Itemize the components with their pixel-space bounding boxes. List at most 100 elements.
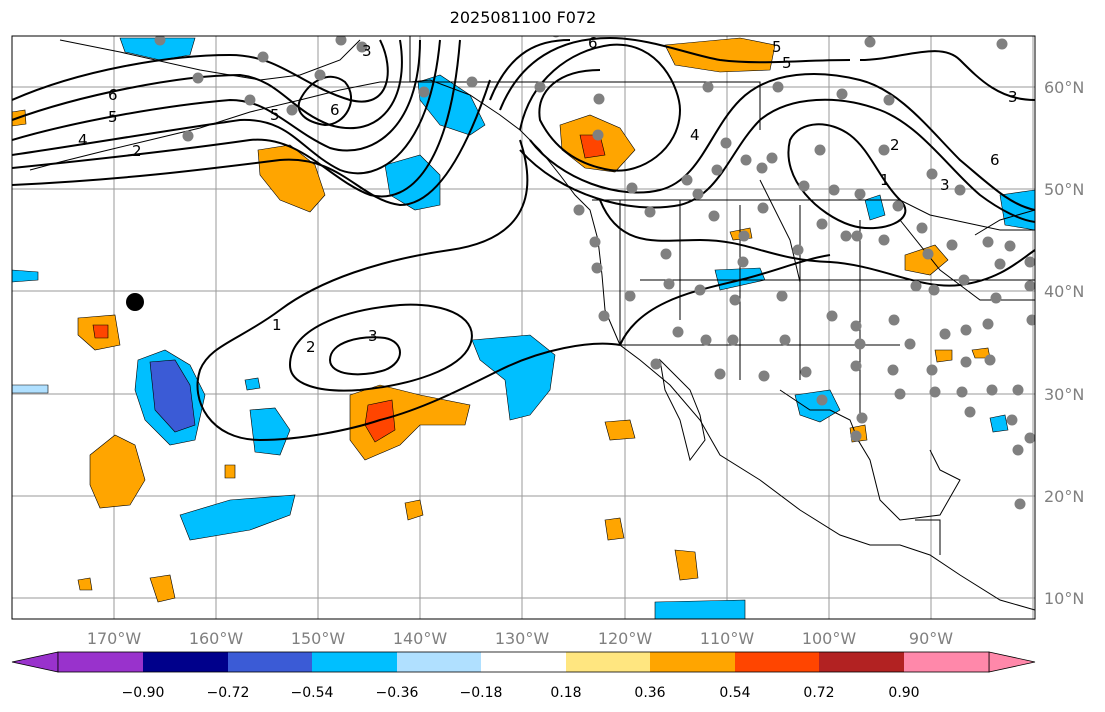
colorbar-bin	[58, 652, 143, 672]
station-marker	[960, 356, 972, 368]
colorbar-bin	[312, 652, 397, 672]
station-marker	[1004, 240, 1016, 252]
station-marker	[990, 292, 1002, 304]
station-marker	[1012, 384, 1024, 396]
colorbar-bin	[397, 652, 481, 672]
station-marker	[766, 152, 778, 164]
station-marker	[182, 130, 194, 142]
colorbar-tick-label: 0.18	[550, 685, 581, 701]
lat-label: 60°N	[1044, 78, 1084, 97]
station-marker	[740, 154, 752, 166]
colorbar-bin	[143, 652, 228, 672]
lon-label: 160°W	[189, 629, 244, 648]
lon-label: 100°W	[802, 629, 857, 648]
colorbar	[11, 651, 1036, 673]
contour-label: 5	[270, 106, 280, 124]
station-marker	[772, 81, 784, 93]
station-marker	[714, 368, 726, 380]
station-marker	[1024, 280, 1035, 292]
station-marker	[711, 164, 723, 176]
station-marker	[996, 38, 1008, 50]
station-marker	[922, 248, 934, 260]
contour-label: 2	[306, 338, 316, 356]
contour-label: 4	[78, 131, 88, 149]
colorbar-bin	[735, 652, 819, 672]
station-marker	[888, 314, 900, 326]
station-marker	[573, 204, 585, 216]
station-marker	[727, 334, 739, 346]
station-marker	[828, 184, 840, 196]
station-marker	[598, 310, 610, 322]
contour-label: 6	[990, 151, 1000, 169]
station-marker	[314, 69, 326, 81]
contour-labels: 6 5 4 2 3 6 5 6 5 4 3 2 1 6 5 3 1 2 3	[78, 34, 1018, 356]
lon-label: 120°W	[598, 629, 653, 648]
station-marker	[356, 41, 368, 53]
station-marker	[694, 284, 706, 296]
colorbar-tick-label: −0.72	[207, 685, 250, 701]
station-marker	[692, 188, 704, 200]
colorbar-tick-label: −0.54	[291, 685, 334, 701]
contour-label: 2	[890, 136, 900, 154]
station-marker	[154, 36, 166, 46]
station-marker	[816, 394, 828, 406]
station-marker	[928, 284, 940, 296]
station-marker	[994, 258, 1006, 270]
station-marker	[592, 129, 604, 141]
colorbar-ticks: −0.90 −0.72 −0.54 −0.36 −0.18 0.18 0.36 …	[122, 685, 920, 701]
station-marker	[244, 94, 256, 106]
station-marker	[960, 324, 972, 336]
colorbar-tick-label: −0.36	[376, 685, 419, 701]
contour-label: 6	[330, 101, 340, 119]
station-marker	[700, 334, 712, 346]
station-marker	[626, 182, 638, 194]
station-marker	[800, 366, 812, 378]
latitude-labels: 60°N 50°N 40°N 30°N 20°N 10°N	[1044, 78, 1084, 608]
station-marker	[984, 354, 996, 366]
station-marker	[878, 234, 890, 246]
colorbar-bin	[481, 652, 566, 672]
station-marker	[589, 236, 601, 248]
contour-label: 5	[108, 108, 118, 126]
contour-label: 5	[772, 38, 782, 56]
contour-label: 6	[588, 34, 598, 52]
station-marker	[737, 256, 749, 268]
station-marker	[591, 262, 603, 274]
contour-label: 6	[108, 86, 118, 104]
contour-label: 3	[1008, 88, 1018, 106]
station-marker	[702, 81, 714, 93]
station-marker	[854, 188, 866, 200]
lon-label: 170°W	[87, 629, 142, 648]
station-marker	[672, 326, 684, 338]
station-marker	[1006, 414, 1018, 426]
colorbar-bin	[819, 652, 904, 672]
station-marker	[926, 364, 938, 376]
station-marker	[836, 88, 848, 100]
station-marker	[466, 76, 478, 88]
station-marker	[1012, 444, 1024, 456]
station-marker	[887, 364, 899, 376]
station-marker	[757, 202, 769, 214]
contour-label: 5	[782, 54, 792, 72]
station-marker	[534, 81, 546, 93]
colorbar-frame	[57, 651, 990, 673]
colorbar-tick-label: −0.90	[122, 685, 165, 701]
station-marker	[418, 86, 430, 98]
station-marker	[892, 200, 904, 212]
colorbar-tick-label: −0.18	[460, 685, 503, 701]
station-marker	[663, 278, 675, 290]
station-marker	[776, 290, 788, 302]
map-plot-area	[12, 36, 1035, 619]
station-marker	[854, 338, 866, 350]
lat-label: 40°N	[1044, 282, 1084, 301]
lon-label: 140°W	[393, 629, 448, 648]
colorbar-extend-low	[11, 651, 59, 673]
station-marker	[779, 334, 791, 346]
anomaly-shading	[12, 37, 1035, 619]
lon-label: 130°W	[495, 629, 550, 648]
station-marker	[286, 104, 298, 116]
station-marker	[1024, 432, 1035, 444]
station-marker	[816, 218, 828, 230]
contour-label: 3	[362, 42, 372, 60]
